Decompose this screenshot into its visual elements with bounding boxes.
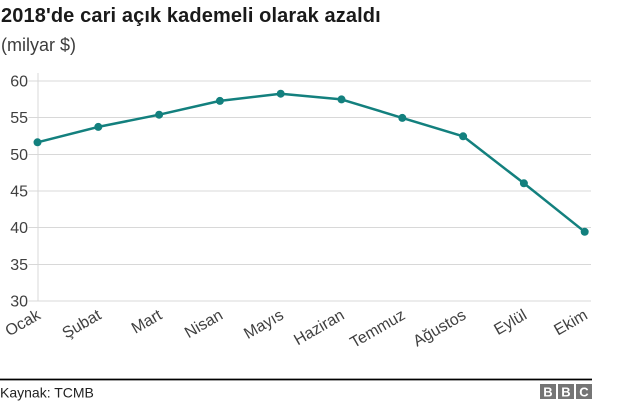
svg-text:C: C — [579, 385, 589, 400]
svg-text:55: 55 — [10, 110, 28, 127]
svg-text:60: 60 — [10, 74, 28, 91]
svg-text:Kaynak: TCMB: Kaynak: TCMB — [0, 385, 94, 401]
svg-text:(milyar $): (milyar $) — [1, 35, 76, 55]
svg-text:50: 50 — [10, 147, 28, 164]
svg-text:B: B — [543, 385, 552, 400]
svg-text:B: B — [561, 385, 570, 400]
svg-text:2018'de cari açık kademeli ola: 2018'de cari açık kademeli olarak azaldı — [1, 5, 381, 27]
svg-text:45: 45 — [10, 184, 28, 201]
svg-text:30: 30 — [10, 294, 28, 311]
svg-text:35: 35 — [10, 257, 28, 274]
svg-text:40: 40 — [10, 220, 28, 237]
